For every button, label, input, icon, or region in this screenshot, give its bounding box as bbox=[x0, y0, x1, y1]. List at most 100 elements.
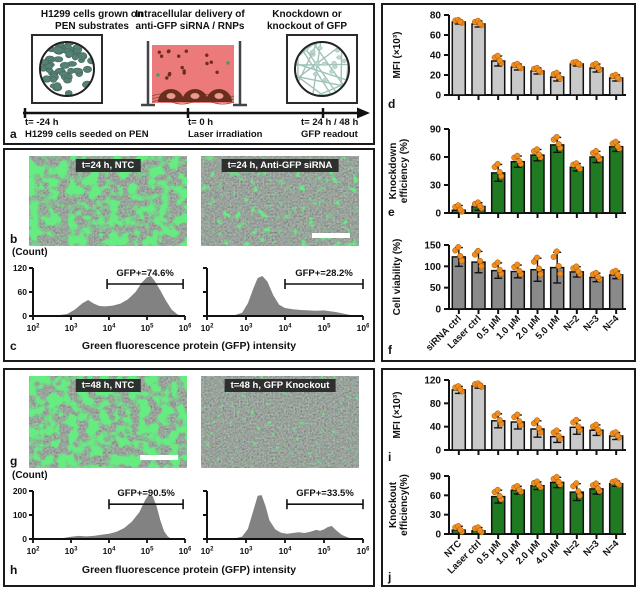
data-point bbox=[457, 206, 464, 213]
x-tick-label: 104 bbox=[103, 546, 116, 556]
y-axis-label: MFI (×10³) bbox=[392, 392, 403, 439]
x-tick-label: 104 bbox=[103, 323, 116, 333]
scale-bar bbox=[140, 455, 178, 460]
panel-bc: t=24 h, NTC t=24 h, Anti-GFP siRNA b (Co… bbox=[3, 148, 375, 362]
timeline-event-2: Laser irradiation bbox=[188, 129, 263, 141]
data-point bbox=[614, 74, 621, 81]
data-point bbox=[555, 73, 562, 80]
y-axis-label: MFI (×10³) bbox=[392, 32, 403, 79]
data-point bbox=[514, 261, 521, 268]
image-label-48h-ntc: t=48 h, NTC bbox=[75, 379, 141, 392]
y-tick-label: 60 bbox=[430, 491, 442, 502]
data-point bbox=[535, 425, 543, 432]
data-point bbox=[530, 258, 538, 265]
bar bbox=[608, 274, 624, 310]
histogram-24h-sirna: 102 103 104 105 106 GFP+=28.2% bbox=[193, 258, 370, 336]
data-point bbox=[478, 263, 485, 270]
x-tick-label: 104 bbox=[279, 323, 292, 333]
bar_d-svg: MFI (×10³) 0 20 40 60 80 bbox=[392, 11, 626, 102]
bar_e-svg: Knockdown efficiency (%) 0 30 60 90 bbox=[388, 125, 626, 220]
image-label-24h-ntc: t=24 h, NTC bbox=[75, 159, 141, 172]
histogram-curve bbox=[33, 276, 182, 316]
data-point bbox=[575, 488, 582, 495]
y-tick-label: 60 bbox=[18, 287, 28, 297]
data-point bbox=[537, 271, 544, 278]
x-tick-label: 102 bbox=[27, 546, 40, 556]
y-tick-label: 50 bbox=[430, 283, 442, 294]
data-point bbox=[614, 143, 621, 150]
data-point bbox=[533, 146, 541, 153]
data-point bbox=[533, 417, 541, 424]
microscopy-texture bbox=[29, 376, 187, 468]
scale-bar bbox=[312, 233, 350, 238]
x-category-label: N=4 bbox=[601, 538, 622, 559]
bar bbox=[510, 489, 526, 535]
y-axis-label: efficiency(%) bbox=[399, 474, 410, 536]
y-tick-label: 90 bbox=[430, 125, 442, 136]
bar bbox=[608, 482, 624, 535]
data-point bbox=[516, 486, 523, 493]
bar-chart-knockout-efficiency: Knockout efficiency(%) 0 30 60 90 NTC Laser ctr… bbox=[383, 470, 634, 582]
x-tick-label: 106 bbox=[357, 546, 369, 556]
data-point bbox=[514, 411, 521, 418]
data-point bbox=[535, 265, 543, 272]
y-tick-label: 0 bbox=[435, 209, 441, 220]
y-tick-label: 30 bbox=[430, 510, 442, 521]
hist_c_left-svg: 0 60 120 102 103 104 105 106 GFP+=74.6% bbox=[13, 263, 192, 333]
y-axis-label: Cell viability (%) bbox=[392, 239, 403, 315]
data-point bbox=[516, 267, 523, 274]
panel-ij: MFI (×10³) 0 40 80 120 Knockout efficiency(%)… bbox=[381, 368, 636, 587]
data-point bbox=[516, 63, 523, 70]
data-point bbox=[614, 480, 621, 487]
data-point bbox=[455, 244, 462, 251]
y-tick-label: 100 bbox=[424, 262, 441, 273]
bar bbox=[569, 63, 585, 96]
y-tick-label: 30 bbox=[430, 181, 442, 192]
y-tick-label: 120 bbox=[424, 376, 441, 387]
data-point bbox=[457, 386, 464, 393]
bar bbox=[530, 154, 545, 214]
data-point bbox=[496, 266, 503, 273]
step2-title-line2: anti-GFP siRNA / RNPs bbox=[135, 20, 245, 32]
bar-chart-cell-viability: Cell viability (%) 0 50 100 150 siRNA ctrl Las… bbox=[383, 239, 634, 359]
bar-chart-knockdown-efficiency: Knockdown efficiency (%) 0 30 60 90 bbox=[383, 121, 634, 237]
bar-chart-mfi-48h: MFI (×10³) 0 40 80 120 bbox=[383, 372, 634, 470]
timeline-label-laser: t= 0 h Laser irradiation bbox=[188, 117, 262, 142]
x-tick-label: 105 bbox=[318, 323, 331, 333]
data-point bbox=[575, 423, 582, 430]
y-tick-label: 200 bbox=[13, 486, 27, 496]
bar bbox=[569, 166, 585, 214]
x-tick-label: 103 bbox=[240, 323, 253, 333]
panel-gh: t=48 h, NTC t=48 h, GFP Knockout g (Coun… bbox=[3, 368, 375, 587]
x-tick-label: 103 bbox=[240, 546, 253, 556]
data-point bbox=[555, 478, 562, 485]
bar bbox=[451, 389, 467, 451]
data-point bbox=[614, 271, 621, 278]
histogram-48h-ntc: 0 100 200 102 103 104 105 106 GFP+=90.5% bbox=[7, 481, 192, 559]
bar bbox=[451, 21, 467, 96]
x-tick-label: 105 bbox=[141, 546, 154, 556]
panel-letter-b: b bbox=[10, 232, 18, 246]
data-point bbox=[476, 527, 484, 534]
panel-a-schematic: H1299 cells grown on PEN substrates Intr… bbox=[3, 3, 375, 145]
panel-letter-a: a bbox=[10, 127, 17, 141]
histogram-curve bbox=[33, 494, 172, 539]
timeline-event-3: GFP readout bbox=[301, 129, 358, 141]
data-point bbox=[553, 133, 560, 141]
data-point bbox=[476, 20, 484, 27]
data-point bbox=[457, 252, 464, 260]
hist_h_left-svg: 0 100 200 102 103 104 105 106 GFP+=90.5% bbox=[13, 486, 192, 556]
image-label-48h-knockout: t=48 h, GFP Knockout bbox=[224, 379, 336, 392]
step3-title-line2: knockout of GFP bbox=[267, 20, 347, 32]
y-tick-label: 0 bbox=[22, 311, 27, 321]
data-point bbox=[476, 203, 484, 210]
bar bbox=[510, 160, 526, 214]
data-point bbox=[573, 480, 580, 487]
schematic-step1-title: H1299 cells grown on PEN substrates bbox=[17, 9, 167, 33]
histogram-curve bbox=[207, 276, 358, 316]
x-tick-label: 102 bbox=[201, 546, 214, 556]
data-point bbox=[476, 382, 484, 389]
hist_c_right-svg: 102 103 104 105 106 GFP+=28.2% bbox=[201, 267, 370, 333]
data-point bbox=[555, 432, 562, 440]
